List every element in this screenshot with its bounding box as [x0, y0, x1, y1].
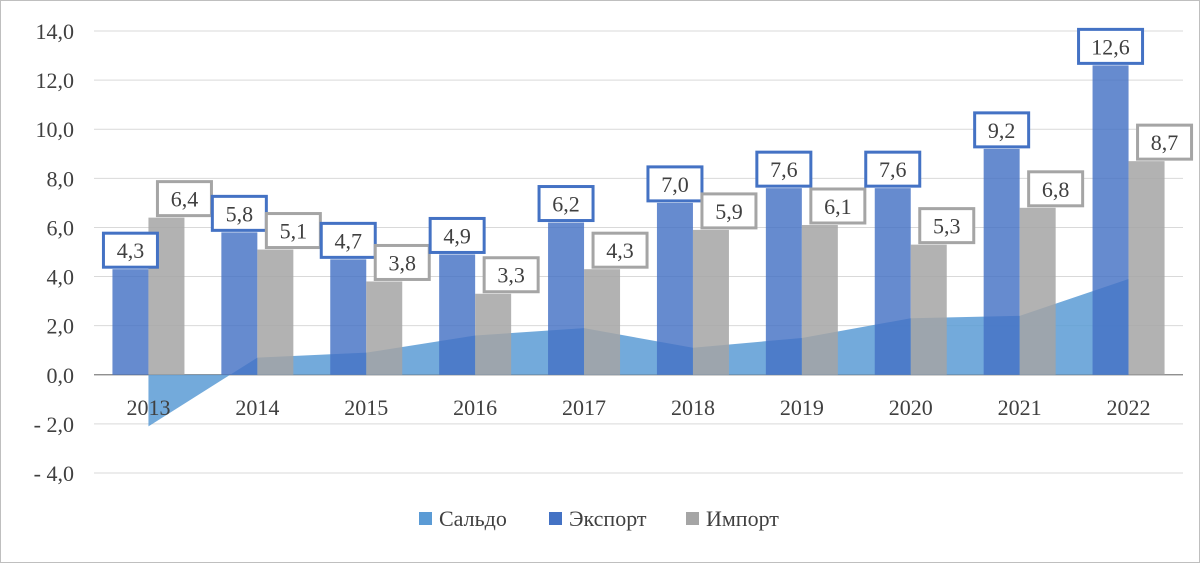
y-tick-label: 8,0	[47, 166, 75, 191]
export-data-label: 9,2	[988, 118, 1016, 143]
y-tick-label: - 4,0	[34, 461, 74, 486]
export-bar	[1092, 65, 1129, 375]
import-data-label: 3,3	[497, 263, 525, 288]
y-tick-label: 12,0	[36, 68, 75, 93]
x-tick-label: 2013	[126, 395, 170, 420]
export-label-box	[428, 216, 486, 254]
import-data-label: 4,3	[606, 238, 634, 263]
export-data-label: 5,8	[226, 201, 254, 226]
y-tick-label: - 2,0	[34, 412, 74, 437]
export-bar	[656, 202, 693, 375]
export-bar	[439, 254, 476, 375]
import-label-box	[1027, 170, 1085, 208]
import-label-box	[700, 192, 758, 230]
export-label-box	[646, 165, 704, 203]
legend: Сальдо Экспорт Импорт	[419, 506, 779, 531]
export-data-label: 7,6	[770, 157, 798, 182]
y-tick-label: 14,0	[36, 19, 75, 44]
x-tick-label: 2016	[453, 395, 497, 420]
export-label-box	[1077, 27, 1145, 65]
export-data-label: 7,0	[661, 172, 689, 197]
export-label-box	[101, 231, 159, 269]
import-label-box	[591, 231, 649, 269]
export-label-box	[319, 221, 377, 259]
import-label-box	[1136, 123, 1194, 161]
y-tick-label: 0,0	[47, 363, 75, 388]
x-tick-label: 2017	[562, 395, 606, 420]
import-label-box	[373, 243, 431, 281]
export-data-label: 4,9	[443, 223, 471, 248]
export-label-box	[537, 185, 595, 223]
y-tick-label: 6,0	[47, 215, 75, 240]
import-bar	[801, 224, 838, 375]
export-data-label: 12,6	[1091, 34, 1130, 59]
import-bar	[692, 229, 729, 375]
x-tick-label: 2018	[671, 395, 715, 420]
import-data-label: 6,8	[1042, 177, 1070, 202]
export-bar	[330, 259, 367, 375]
export-bar	[983, 148, 1020, 375]
export-data-label: 4,3	[117, 238, 145, 263]
import-data-label: 6,1	[824, 194, 852, 219]
export-label-box	[973, 111, 1031, 149]
x-axis-tick-labels: 2013 2014 2015 2016 2017 2018 2019 2020 2021 2022	[126, 395, 1150, 420]
export-label-box	[864, 150, 922, 188]
x-tick-label: 2021	[998, 395, 1042, 420]
import-bar	[366, 281, 403, 375]
import-bar	[257, 249, 294, 375]
import-label-box	[155, 180, 213, 218]
import-bar	[1128, 161, 1165, 375]
export-data-label: 7,6	[879, 157, 907, 182]
import-data-label: 3,8	[389, 250, 417, 275]
y-tick-label: 4,0	[47, 265, 75, 290]
export-bar	[221, 232, 258, 375]
y-tick-label: 2,0	[47, 314, 75, 339]
legend-label: Сальдо	[439, 506, 507, 531]
legend-label: Импорт	[706, 506, 779, 531]
import-label-box	[482, 256, 540, 294]
legend-swatch	[549, 512, 562, 525]
export-data-label: 4,7	[335, 228, 363, 253]
import-bar	[584, 269, 621, 375]
import-bar	[475, 293, 512, 375]
saldo-area	[148, 279, 1129, 427]
y-tick-label: 10,0	[36, 117, 75, 142]
export-bar	[874, 188, 911, 375]
legend-swatch	[686, 512, 699, 525]
x-tick-label: 2014	[235, 395, 279, 420]
export-label-box	[755, 150, 813, 188]
bars-layer	[112, 65, 1165, 375]
x-tick-label: 2022	[1107, 395, 1151, 420]
x-tick-label: 2019	[780, 395, 824, 420]
export-bar	[548, 222, 585, 375]
import-data-label: 5,1	[280, 219, 308, 244]
import-bar	[1019, 207, 1056, 375]
import-data-label: 6,4	[171, 187, 199, 212]
import-label-box	[809, 187, 867, 225]
x-tick-label: 2015	[344, 395, 388, 420]
import-data-label: 5,3	[933, 214, 961, 239]
legend-swatch	[419, 512, 432, 525]
export-bar	[112, 269, 149, 375]
import-bar	[910, 244, 947, 375]
saldo-area-layer	[148, 279, 1129, 427]
x-tick-label: 2020	[889, 395, 933, 420]
y-axis-tick-labels: - 4,0 - 2,0 0,0 2,0 4,0 6,0 8,0 10,0 12,0 14,0	[34, 19, 74, 486]
data-labels-layer: 4,3 6,4 5,8 5,1 4,7 3,8 4,9 3,3 6,2 4,3 7,0 5,9 7,6 6…	[101, 27, 1194, 294]
import-data-label: 8,7	[1151, 130, 1179, 155]
export-data-label: 6,2	[552, 192, 580, 217]
import-label-box	[918, 207, 976, 245]
export-bar	[765, 188, 802, 375]
import-data-label: 5,9	[715, 199, 743, 224]
legend-label: Экспорт	[569, 506, 647, 531]
